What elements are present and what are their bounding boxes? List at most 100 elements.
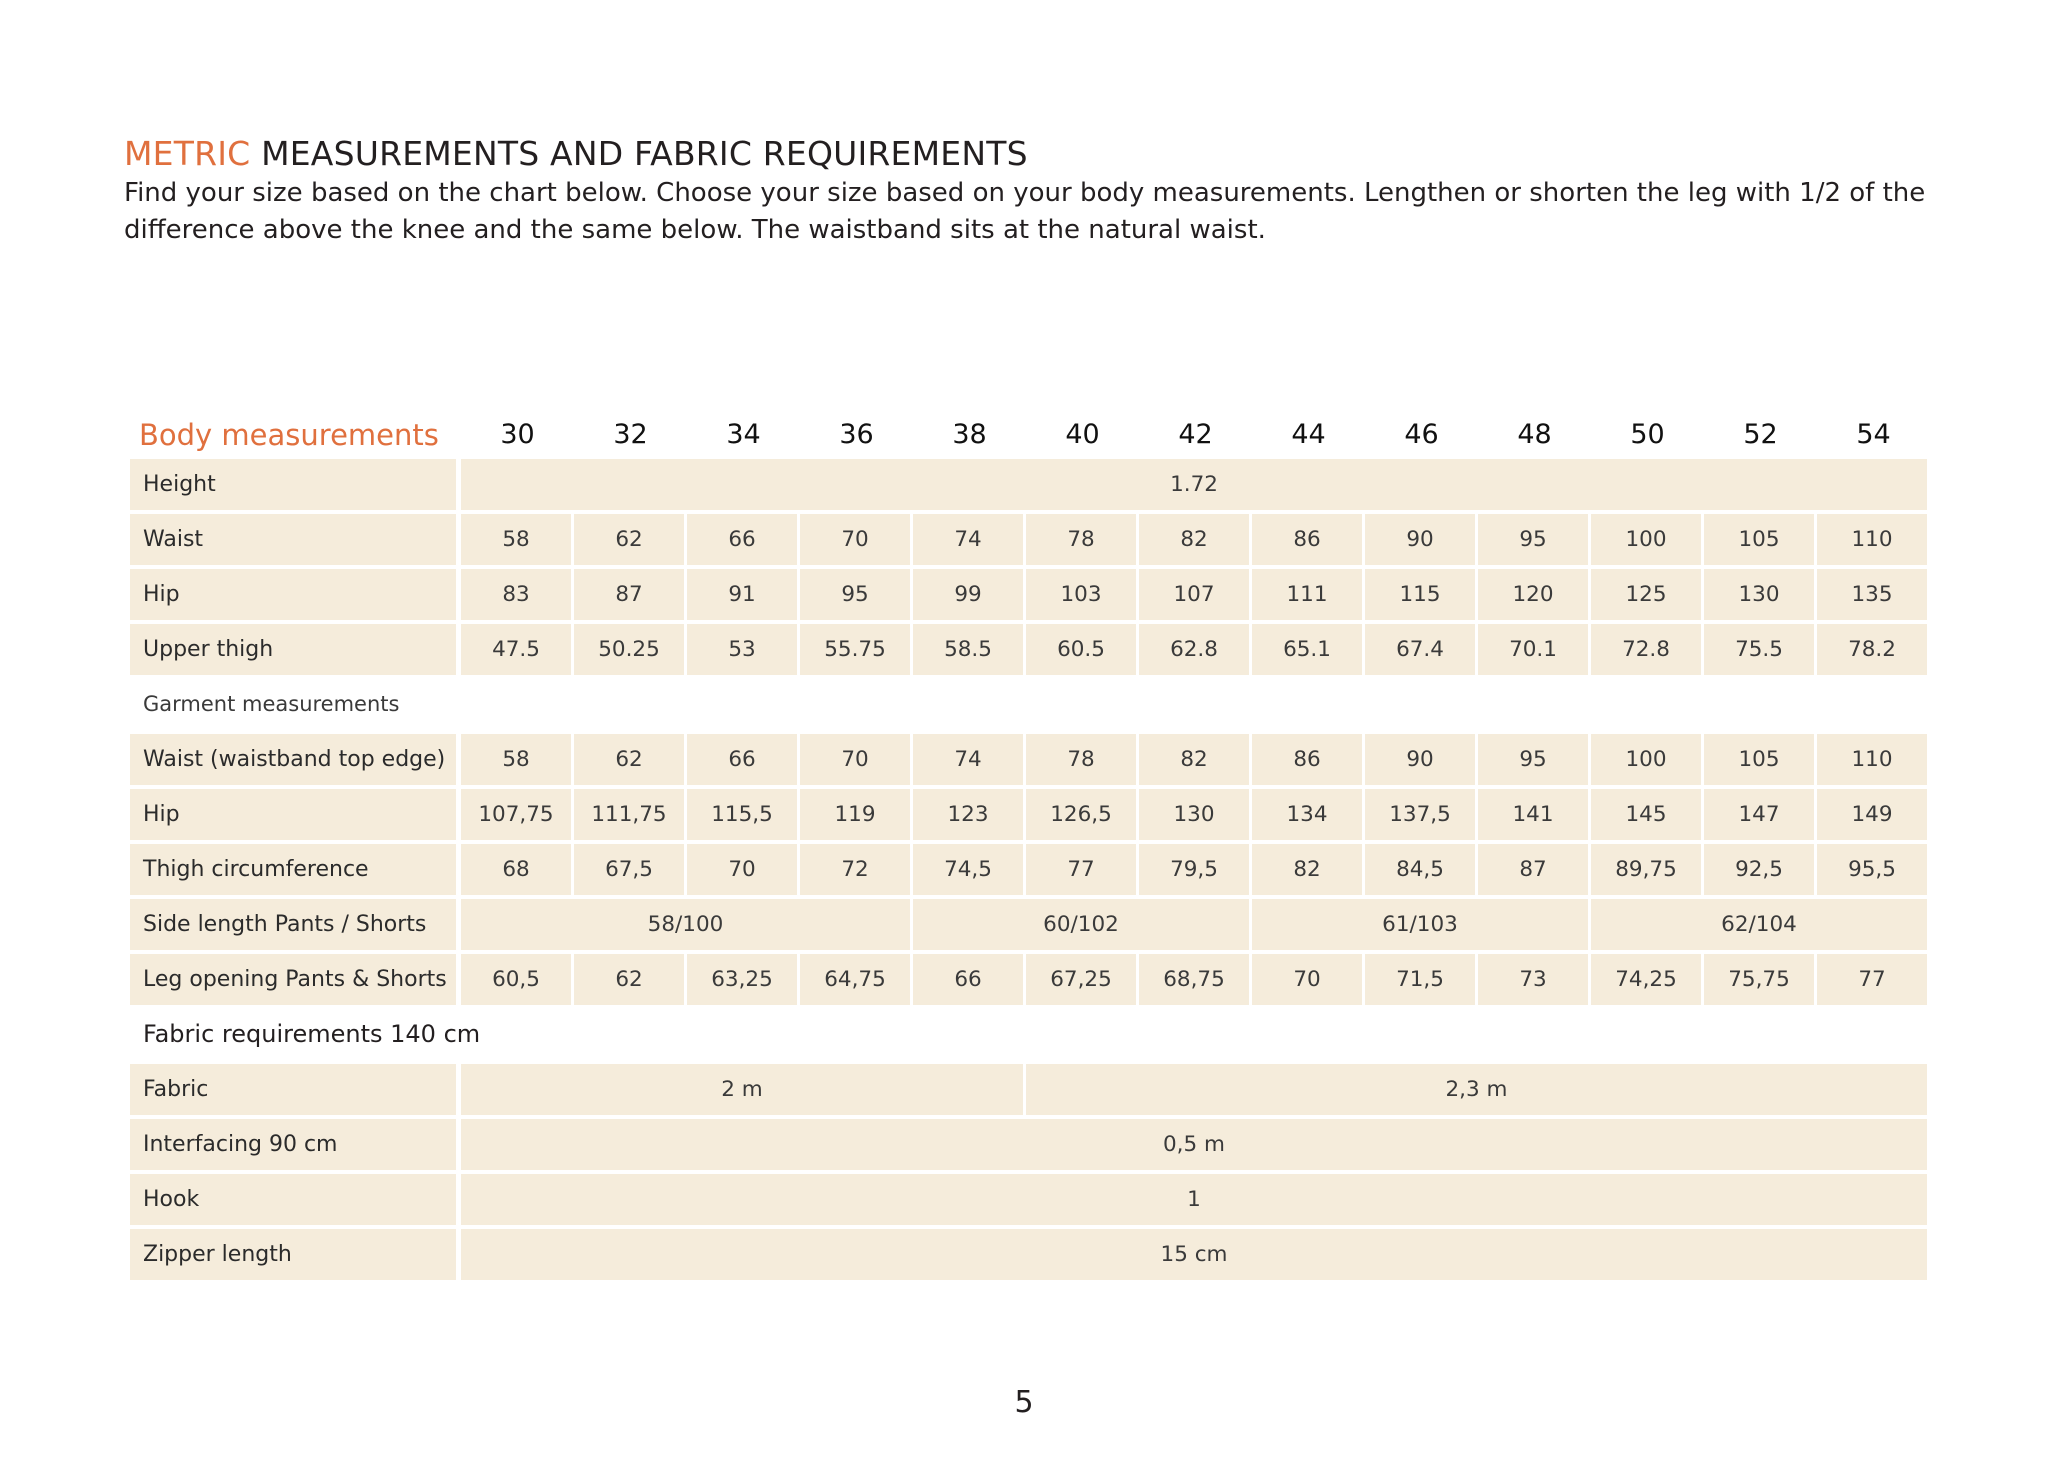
value-cell: 89,75 — [1591, 844, 1701, 895]
row-label: Leg opening Pants & Shorts — [130, 954, 456, 1005]
value-cell: 66 — [687, 734, 797, 785]
value-cell: 115,5 — [687, 789, 797, 840]
value-cell: 91 — [687, 569, 797, 620]
value-cell: 105 — [1704, 514, 1814, 565]
value-cell: 73 — [1478, 954, 1588, 1005]
value-cell: 60.5 — [1026, 624, 1136, 675]
value-cell: 105 — [1704, 734, 1814, 785]
value-cell: 64,75 — [800, 954, 910, 1005]
page-number: 5 — [1014, 1385, 1034, 1420]
title-accent: METRIC — [124, 134, 251, 173]
row-label: Interfacing 90 cm — [130, 1119, 456, 1170]
value-cell: 70 — [1252, 954, 1362, 1005]
value-cell: 77 — [1026, 844, 1136, 895]
value-cell: 74,5 — [913, 844, 1023, 895]
value-cell: 71,5 — [1365, 954, 1475, 1005]
table-row: Zipper length 15 cm — [130, 1229, 1930, 1284]
table-row: Hook 1 — [130, 1174, 1930, 1229]
value-cell: 78 — [1026, 514, 1136, 565]
title-rest: MEASUREMENTS AND FABRIC REQUIREMENTS — [250, 134, 1028, 173]
value-cell: 90 — [1365, 734, 1475, 785]
value-cell: 90 — [1365, 514, 1475, 565]
value-cell: 130 — [1139, 789, 1249, 840]
merged-value-cell: 60/102 — [913, 899, 1249, 950]
value-cell: 100 — [1591, 514, 1701, 565]
value-cell: 120 — [1478, 569, 1588, 620]
merged-value-cell: 0,5 m — [461, 1119, 1927, 1170]
merged-value-cell: 62/104 — [1591, 899, 1927, 950]
value-cell: 62 — [574, 954, 684, 1005]
merged-value-cell: 1 — [461, 1174, 1927, 1225]
size-header-36: 36 — [839, 419, 874, 450]
value-cell: 66 — [687, 514, 797, 565]
row-label: Waist — [130, 514, 456, 565]
value-cell: 87 — [574, 569, 684, 620]
value-cell: 75.5 — [1704, 624, 1814, 675]
value-cell: 72.8 — [1591, 624, 1701, 675]
value-cell: 78 — [1026, 734, 1136, 785]
value-cell: 111 — [1252, 569, 1362, 620]
value-cell: 99 — [913, 569, 1023, 620]
table-row: Thigh circumference 68 67,5 70 72 74,5 77 79,5 8… — [130, 844, 1930, 899]
value-cell: 135 — [1817, 569, 1927, 620]
value-cell: 79,5 — [1139, 844, 1249, 895]
page-title: METRIC MEASUREMENTS AND FABRIC REQUIREME… — [124, 132, 1028, 176]
section-heading-row: Fabric requirements 140 cm — [130, 1009, 1930, 1064]
row-label: Thigh circumference — [130, 844, 456, 895]
value-cell: 53 — [687, 624, 797, 675]
value-cell: 110 — [1817, 514, 1927, 565]
table-row: Height 1.72 — [130, 459, 1930, 514]
merged-value-cell: 2 m — [461, 1064, 1023, 1115]
value-cell: 130 — [1704, 569, 1814, 620]
body-measurements-heading: Body measurements — [139, 418, 439, 452]
value-cell: 70 — [800, 734, 910, 785]
size-header-44: 44 — [1291, 419, 1326, 450]
row-label: Side length Pants / Shorts — [130, 899, 456, 950]
value-cell: 47.5 — [461, 624, 571, 675]
size-header-34: 34 — [726, 419, 761, 450]
size-header-54: 54 — [1856, 419, 1891, 450]
merged-value-cell: 2,3 m — [1026, 1064, 1927, 1115]
value-cell: 68,75 — [1139, 954, 1249, 1005]
value-cell: 67,25 — [1026, 954, 1136, 1005]
merged-value-cell: 61/103 — [1252, 899, 1588, 950]
value-cell: 145 — [1591, 789, 1701, 840]
value-cell: 67,5 — [574, 844, 684, 895]
value-cell: 74,25 — [1591, 954, 1701, 1005]
value-cell: 82 — [1139, 514, 1249, 565]
value-cell: 147 — [1704, 789, 1814, 840]
value-cell: 82 — [1252, 844, 1362, 895]
table-row: Side length Pants / Shorts 58/100 60/102 61… — [130, 899, 1930, 954]
value-cell: 70 — [800, 514, 910, 565]
value-cell: 95 — [1478, 734, 1588, 785]
value-cell: 119 — [800, 789, 910, 840]
value-cell: 123 — [913, 789, 1023, 840]
size-header-50: 50 — [1630, 419, 1665, 450]
value-cell: 107,75 — [461, 789, 571, 840]
value-cell: 82 — [1139, 734, 1249, 785]
value-cell: 95,5 — [1817, 844, 1927, 895]
value-cell: 78.2 — [1817, 624, 1927, 675]
row-label: Waist (waistband top edge) — [130, 734, 456, 785]
size-header-30: 30 — [500, 419, 535, 450]
merged-value-cell: 58/100 — [461, 899, 910, 950]
value-cell: 72 — [800, 844, 910, 895]
value-cell: 75,75 — [1704, 954, 1814, 1005]
size-chart-table: Body measurements 30 32 34 36 38 40 42 44 46 48 50… — [130, 411, 1930, 1284]
value-cell: 110 — [1817, 734, 1927, 785]
value-cell: 87 — [1478, 844, 1588, 895]
row-label: Hip — [130, 789, 456, 840]
value-cell: 65.1 — [1252, 624, 1362, 675]
section-title: Garment measurements — [143, 692, 400, 716]
table-row: Waist 58 62 66 70 74 78 82 86 90 95 100 105 110 — [130, 514, 1930, 569]
value-cell: 115 — [1365, 569, 1475, 620]
value-cell: 77 — [1817, 954, 1927, 1005]
merged-value-cell: 1.72 — [461, 459, 1927, 510]
size-header-32: 32 — [613, 419, 648, 450]
value-cell: 58.5 — [913, 624, 1023, 675]
value-cell: 137,5 — [1365, 789, 1475, 840]
section-heading-row: Garment measurements — [130, 679, 1930, 734]
value-cell: 60,5 — [461, 954, 571, 1005]
table-row: Interfacing 90 cm 0,5 m — [130, 1119, 1930, 1174]
row-label: Upper thigh — [130, 624, 456, 675]
